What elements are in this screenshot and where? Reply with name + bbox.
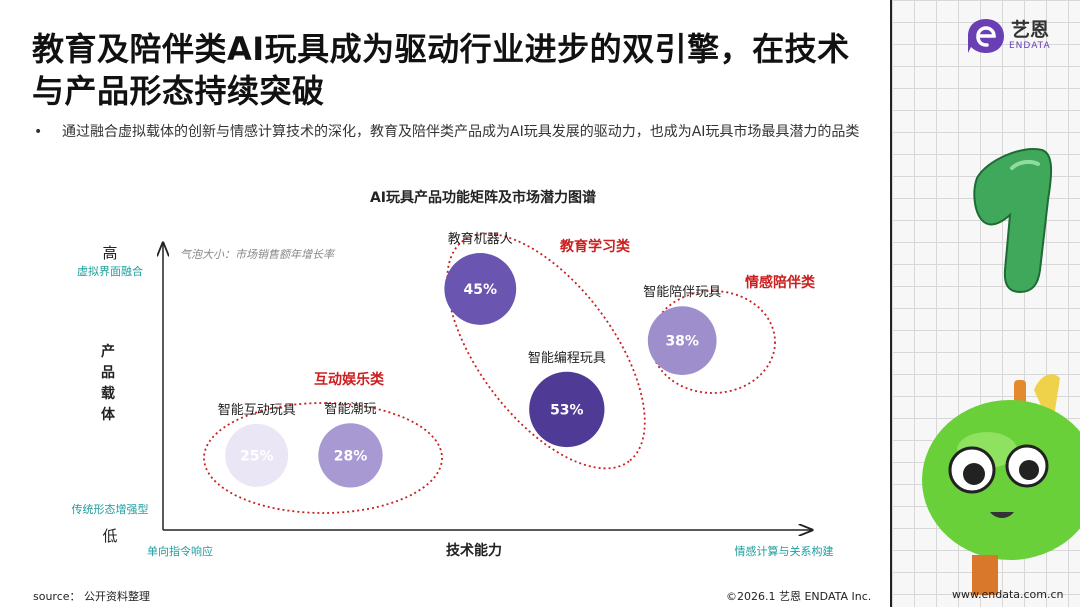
number-one-illustration <box>973 148 1053 294</box>
bullet-marker: • <box>34 124 43 140</box>
chart-title: AI玩具产品功能矩阵及市场潜力图谱 <box>370 189 596 206</box>
bubble-1 <box>318 423 383 488</box>
x-low-label: 单向指令响应 <box>147 544 213 558</box>
footer-copyright: ©2026.1 艺恩 ENDATA Inc. <box>726 590 872 603</box>
x-high-label: 情感计算与关系构建 <box>735 544 834 558</box>
y-axis-label: 产品载体 <box>101 343 116 423</box>
bubble-value-1: 28% <box>334 448 368 464</box>
bullet-point: • 通过融合虚拟载体的创新与情感计算技术的深化，教育及陪伴类产品成为AI玩具发展… <box>34 121 874 143</box>
group-label-education: 教育学习类 <box>560 238 631 255</box>
bubble-label-1: 智能潮玩 <box>324 402 376 417</box>
bubble-label-4: 智能陪伴玩具 <box>643 285 721 300</box>
group-label-interactive: 互动娱乐类 <box>314 371 385 388</box>
bubble-value-3: 53% <box>550 402 584 418</box>
bubble-label-0: 智能互动玩具 <box>218 403 296 418</box>
group-outline-education <box>446 232 646 470</box>
logo-text-en: ENDATA <box>1009 41 1051 51</box>
bubble-2 <box>444 253 517 325</box>
chart: AI玩具产品功能矩阵及市场潜力图谱 高 虚拟界面融合 传统形态增强型 低 产品载… <box>72 189 834 559</box>
footer-url: www.endata.com.cn <box>952 588 1064 601</box>
y-high-sublabel: 虚拟界面融合 <box>77 264 143 278</box>
y-high-label: 高 <box>102 244 117 262</box>
bubble-label-3: 智能编程玩具 <box>528 351 606 366</box>
x-axis-label: 技术能力 <box>446 542 502 559</box>
bubble-layer: 25% 智能互动玩具 28% 智能潮玩 45% 教育机器人 53% 智能编程玩具 38% 智能陪伴… <box>218 231 721 488</box>
group-outline-emotional <box>650 290 776 394</box>
bubble-0 <box>225 423 289 487</box>
footer-source: source： 公开资料整理 <box>33 590 151 603</box>
group-outline-interactive <box>203 402 443 514</box>
apple-mascot-illustration <box>922 374 1080 595</box>
bubble-size-note: 气泡大小：市场销售额年增长率 <box>180 248 336 261</box>
bubble-value-4: 38% <box>665 334 699 350</box>
logo-text-cn: 艺恩 <box>1011 19 1050 41</box>
decorative-grid-panel <box>890 0 1080 607</box>
y-low-label: 低 <box>102 527 117 545</box>
bullet-text: 通过融合虚拟载体的创新与情感计算技术的深化，教育及陪伴类产品成为AI玩具发展的驱… <box>62 124 860 140</box>
endata-logo-mark <box>968 19 1004 53</box>
y-low-sublabel: 传统形态增强型 <box>72 502 149 516</box>
bubble-value-2: 45% <box>464 282 498 298</box>
bubble-value-0: 25% <box>240 448 274 464</box>
bubble-3 <box>529 371 605 448</box>
group-label-emotional: 情感陪伴类 <box>745 274 816 291</box>
page-title: 教育及陪伴类AI玩具成为驱动行业进步的双引擎，在技术与产品形态持续突破 <box>32 30 850 110</box>
bubble-4 <box>647 306 717 375</box>
bubble-label-2: 教育机器人 <box>448 231 513 247</box>
